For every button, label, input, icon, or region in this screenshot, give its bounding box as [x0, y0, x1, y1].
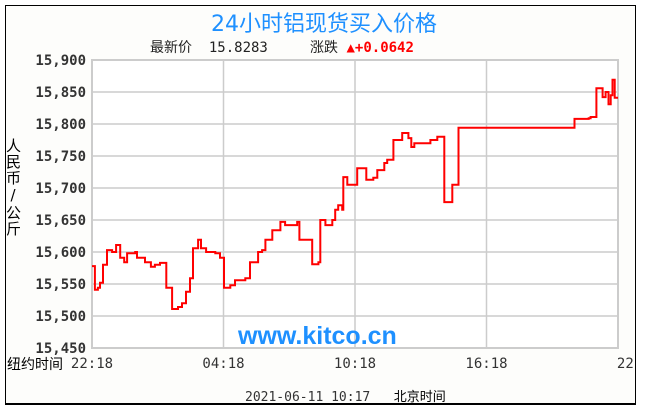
y-tick-label: 15,700	[35, 181, 86, 197]
latest-price-value: 15.8283	[208, 40, 268, 56]
change-label: 涨跌	[310, 40, 339, 56]
latest-price-label: 最新价	[150, 40, 192, 56]
x-tick-label: 16:18	[465, 356, 507, 372]
y-tick-label: 15,800	[35, 117, 86, 133]
y-tick-label: 15,600	[35, 245, 86, 261]
price-summary: 最新价 15.8283 涨跌 ▲+0.0642	[150, 37, 414, 57]
y-tick-label: 15,850	[35, 85, 86, 101]
x-tick-label: 04:18	[202, 356, 244, 372]
triangle-up-icon: ▲	[346, 40, 355, 56]
y-tick-label: 15,650	[35, 213, 86, 229]
y-tick-label: 15,750	[35, 149, 86, 165]
chart-title: 24小时铝现货买入价格	[211, 12, 437, 37]
watermark: www.kitco.cn	[238, 322, 397, 350]
local-time-label: 北京时间	[393, 390, 446, 405]
y-tick-label: 15,450	[35, 341, 86, 357]
y-axis-label: 人民币/公斤	[4, 138, 22, 237]
y-tick-label: 15,500	[35, 309, 86, 325]
footer-timestamp: 2021-06-11 10:17 北京时间	[245, 386, 446, 405]
y-tick-label: 15,900	[35, 53, 86, 69]
price-line	[92, 78, 618, 310]
x-tick-label: 22:18	[71, 356, 113, 372]
timestamp: 2021-06-11 10:17	[245, 390, 371, 405]
x-axis-timezone-label: 纽约时间	[7, 357, 63, 373]
x-tick-label: 10:18	[334, 356, 376, 372]
right-margin	[636, 0, 648, 412]
y-tick-label: 15,550	[35, 277, 86, 293]
change-value: +0.0642	[354, 40, 414, 56]
